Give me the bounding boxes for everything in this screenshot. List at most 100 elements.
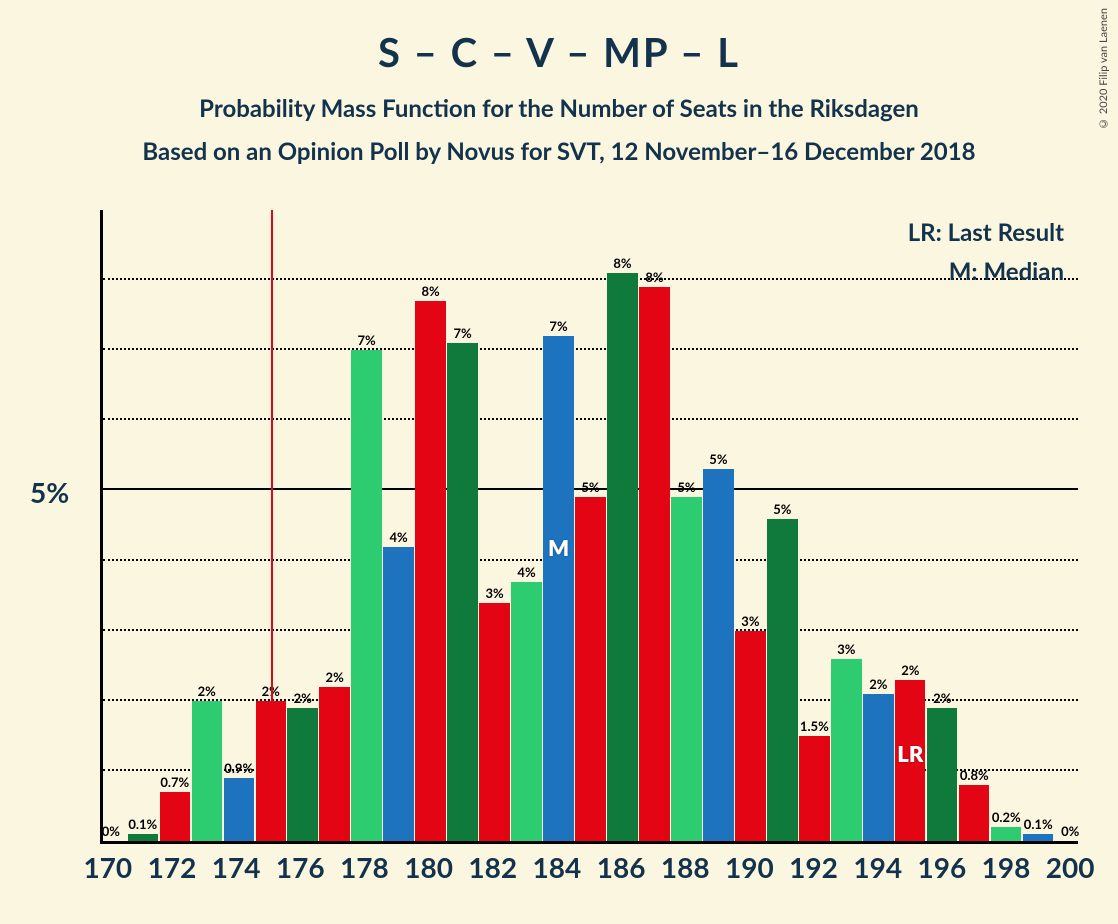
x-tick: 188 xyxy=(661,850,710,884)
bar-group: 0% xyxy=(96,210,126,841)
bar-value-label: 0.1% xyxy=(128,816,158,832)
median-marker: M xyxy=(543,534,573,561)
bar-group: 0.1% xyxy=(128,210,158,841)
x-axis-ticks: 1701721741761781801821841861881901921941… xyxy=(100,846,1078,894)
bar-value-label: 0.2% xyxy=(991,809,1021,825)
x-tick: 190 xyxy=(725,850,774,884)
x-tick: 182 xyxy=(468,850,517,884)
plot-region: LR: Last Result M: Median 0%0.1%0.7%2%0.… xyxy=(100,210,1078,844)
bar-value-label: 2% xyxy=(192,683,222,699)
bar-group: 4% xyxy=(511,210,541,841)
bar-group: 7% xyxy=(447,210,477,841)
bar: 0.1% xyxy=(1023,834,1053,841)
bar: 7% xyxy=(447,343,477,841)
bar-value-label: 4% xyxy=(511,564,541,580)
bar: 4% xyxy=(511,582,541,841)
bar-group: 7% xyxy=(351,210,381,841)
x-tick: 192 xyxy=(789,850,838,884)
bar-value-label: 0% xyxy=(1055,823,1085,839)
bar-value-label: 7% xyxy=(543,318,573,334)
bar-value-label: 8% xyxy=(639,269,669,285)
bar-group: 2% xyxy=(927,210,957,841)
chart-area: 5% LR: Last Result M: Median 0%0.1%0.7%2… xyxy=(30,210,1088,894)
bar-value-label: 0.8% xyxy=(959,767,989,783)
majority-threshold-line xyxy=(271,210,273,841)
x-tick: 184 xyxy=(533,850,582,884)
bar-group: 0.2% xyxy=(991,210,1021,841)
bar: 5% xyxy=(575,497,605,841)
bar: 3% xyxy=(479,603,509,841)
bar-value-label: 2% xyxy=(895,662,925,678)
bar: 5% xyxy=(767,519,797,842)
bar: 7% xyxy=(543,336,573,841)
x-tick: 172 xyxy=(148,850,197,884)
bar-value-label: 0.7% xyxy=(160,774,190,790)
x-tick: 196 xyxy=(917,850,966,884)
bar-value-label: 2% xyxy=(319,669,349,685)
copyright-text: © 2020 Filip van Laenen xyxy=(1097,8,1110,130)
bar-value-label: 5% xyxy=(575,479,605,495)
x-tick: 200 xyxy=(1046,850,1095,884)
bar: 2% xyxy=(863,694,893,841)
bar-value-label: 3% xyxy=(831,641,861,657)
x-tick: 180 xyxy=(404,850,453,884)
bar: 1.5% xyxy=(799,736,829,841)
bar-value-label: 5% xyxy=(671,479,701,495)
bar-group: 2% xyxy=(319,210,349,841)
bar-group: 5% xyxy=(703,210,733,841)
bar-group: 8% xyxy=(415,210,445,841)
bar-value-label: 0% xyxy=(96,823,126,839)
bar-value-label: 0.1% xyxy=(1023,816,1053,832)
bar-value-label: 0.9% xyxy=(224,760,254,776)
bar: 2% xyxy=(287,708,317,841)
bar: 7% xyxy=(351,350,381,841)
bar-group: 5% xyxy=(575,210,605,841)
bar-group: 7% xyxy=(543,210,573,841)
bar: 0.7% xyxy=(160,792,190,841)
bar-value-label: 8% xyxy=(607,255,637,271)
bar-group: 1.5% xyxy=(799,210,829,841)
bar: 5% xyxy=(671,497,701,841)
bar-value-label: 2% xyxy=(287,690,317,706)
bar: 0.2% xyxy=(991,827,1021,841)
chart-subtitle-1: Probability Mass Function for the Number… xyxy=(0,94,1118,123)
bar-value-label: 1.5% xyxy=(799,718,829,734)
x-tick: 178 xyxy=(340,850,389,884)
bar-value-label: 7% xyxy=(447,325,477,341)
bar-group: 0% xyxy=(1055,210,1085,841)
y-axis-label: 5% xyxy=(30,475,69,509)
bar: 0.9% xyxy=(224,778,254,841)
bar-value-label: 5% xyxy=(767,501,797,517)
bar-group: 0.7% xyxy=(160,210,190,841)
bar-group: 2% xyxy=(287,210,317,841)
x-tick: 194 xyxy=(853,850,902,884)
bar-group: 3% xyxy=(735,210,765,841)
bar-value-label: 8% xyxy=(415,283,445,299)
bar-group: 2% xyxy=(863,210,893,841)
bar: 2% xyxy=(927,708,957,841)
x-tick: 186 xyxy=(597,850,646,884)
bar: 8% xyxy=(607,273,637,841)
bar-group: 0.1% xyxy=(1023,210,1053,841)
bar-value-label: 4% xyxy=(383,529,413,545)
chart-subtitle-2: Based on an Opinion Poll by Novus for SV… xyxy=(0,137,1118,166)
bar: 8% xyxy=(415,301,445,841)
bar-group: 3% xyxy=(479,210,509,841)
x-tick: 176 xyxy=(276,850,325,884)
bar-group: 8% xyxy=(607,210,637,841)
x-tick: 198 xyxy=(982,850,1031,884)
bar-value-label: 2% xyxy=(863,676,893,692)
bar-group: 0.8% xyxy=(959,210,989,841)
bar: 0.8% xyxy=(959,785,989,841)
bar: 2% xyxy=(192,701,222,841)
bar-group: 5% xyxy=(671,210,701,841)
bar-group: 4% xyxy=(383,210,413,841)
bar-value-label: 3% xyxy=(479,585,509,601)
bar-group: 0.9% xyxy=(224,210,254,841)
bar: 3% xyxy=(831,659,861,841)
bar: 4% xyxy=(383,547,413,841)
bar-value-label: 3% xyxy=(735,613,765,629)
chart-title: S – C – V – MP – L xyxy=(0,0,1118,76)
bar-group: 5% xyxy=(767,210,797,841)
bar-value-label: 5% xyxy=(703,451,733,467)
